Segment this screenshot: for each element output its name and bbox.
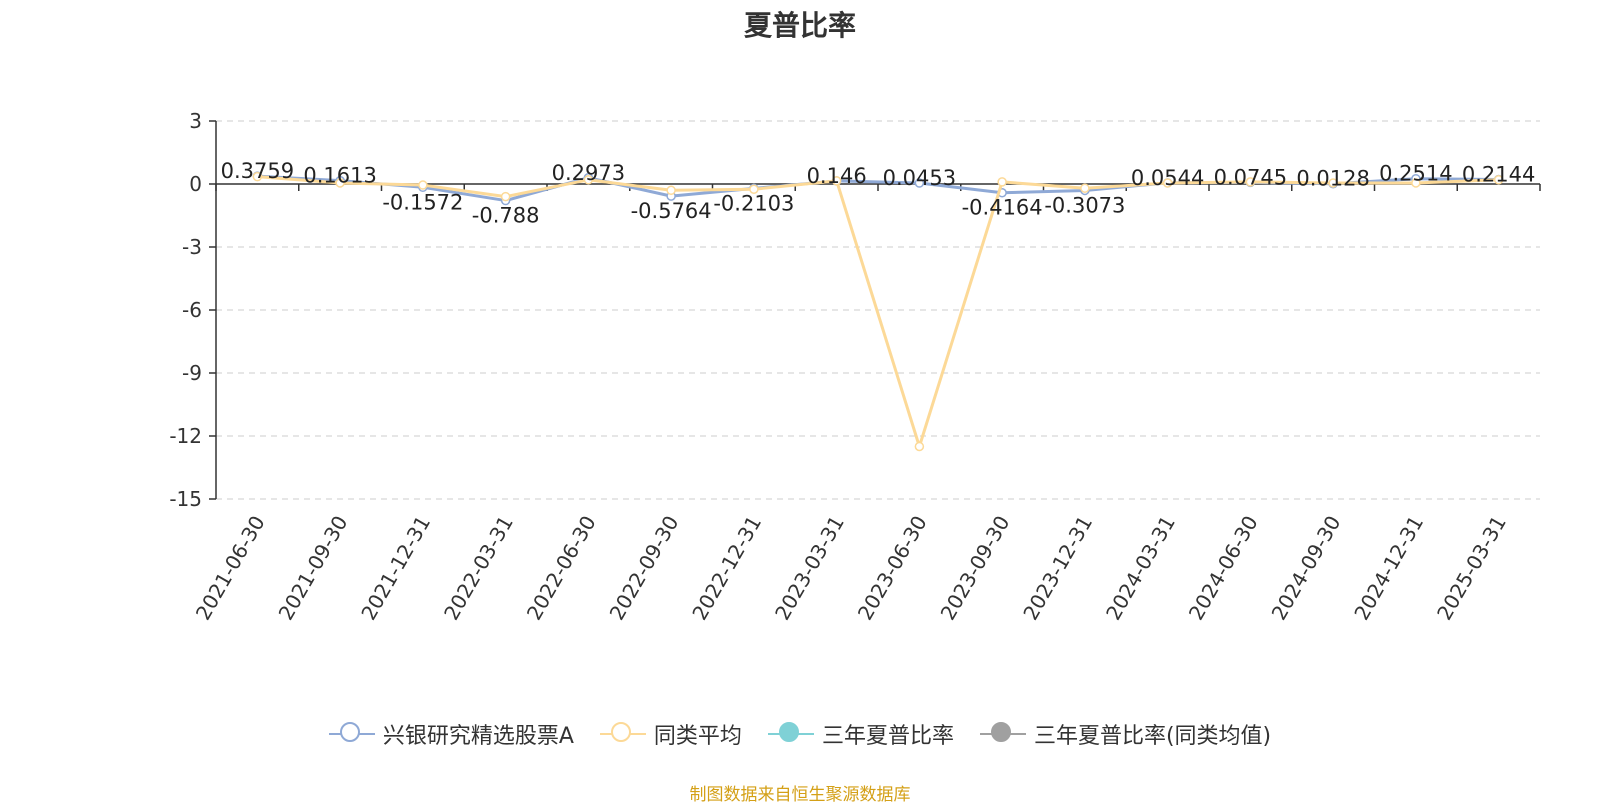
legend-item-peer-average[interactable]: 同类平均 <box>599 718 742 750</box>
x-tick-label-12: 2024-06-30 <box>1184 512 1263 625</box>
data-point-s1-11 <box>1162 178 1173 188</box>
y-tick-label-3: -6 <box>182 298 202 322</box>
data-label-3: -0.788 <box>472 204 540 228</box>
x-tick-label-2: 2021-12-31 <box>356 512 435 625</box>
y-tick-label-2: -3 <box>182 235 202 259</box>
legend-label-three-year-sharpe: 三年夏普比率 <box>821 724 954 749</box>
data-label-15: 0.2144 <box>1462 162 1535 186</box>
data-point-s1-4 <box>583 175 594 185</box>
data-point-s1-1 <box>335 178 345 188</box>
data-label-7: 0.146 <box>807 164 867 188</box>
data-label-2: -0.1572 <box>382 190 463 214</box>
x-tick-label-8: 2023-06-30 <box>853 512 932 625</box>
data-label-1: 0.1613 <box>303 164 376 188</box>
legend-swatch-three-year-sharpe-icon <box>767 721 814 747</box>
data-point-s1-5 <box>666 185 676 196</box>
data-point-s1-0 <box>252 171 263 182</box>
data-label-14: 0.2514 <box>1379 162 1452 186</box>
source-note: 制图数据来自恒生聚源数据库 <box>689 785 911 805</box>
legend-swatch-three-year-sharpe-peer-icon <box>979 721 1026 747</box>
x-tick-label-15: 2025-03-31 <box>1432 512 1511 625</box>
x-tick-label-10: 2023-12-31 <box>1018 512 1097 625</box>
data-label-0: 0.3759 <box>221 159 294 183</box>
data-label-12: 0.0745 <box>1214 165 1287 189</box>
legend-label-fund: 兴银研究精选股票A <box>382 724 574 749</box>
legend-item-three-year-sharpe-peer[interactable]: 三年夏普比率(同类均值) <box>979 718 1272 750</box>
legend-label-peer-average: 同类平均 <box>653 724 742 749</box>
data-label-8: 0.0453 <box>883 166 956 190</box>
y-tick-label-4: -9 <box>182 361 202 385</box>
data-label-9: -0.4164 <box>962 196 1043 220</box>
data-label-13: 0.0128 <box>1296 167 1369 191</box>
data-point-s0-8 <box>914 178 925 188</box>
data-point-s1-15 <box>1493 175 1504 185</box>
chart-title: 夏普比率 <box>743 9 856 42</box>
data-point-s1-3 <box>500 191 511 202</box>
x-tick-label-4: 2022-06-30 <box>522 512 601 625</box>
legend: 兴银研究精选股票A 同类平均 三年夏普比率 三年夏普比率(同类均值) <box>0 718 1600 750</box>
data-point-s1-9 <box>997 177 1007 187</box>
data-label-4: 0.2973 <box>552 161 625 185</box>
data-point-s1-12 <box>1245 177 1256 187</box>
x-tick-label-1: 2021-09-30 <box>274 512 353 625</box>
data-label-6: -0.2103 <box>713 191 794 215</box>
legend-item-three-year-sharpe[interactable]: 三年夏普比率 <box>767 718 954 750</box>
legend-item-fund[interactable]: 兴银研究精选股票A <box>328 718 574 750</box>
x-tick-label-3: 2022-03-31 <box>439 512 518 625</box>
y-tick-label-6: -15 <box>169 487 202 511</box>
data-point-s1-2 <box>418 180 428 190</box>
x-tick-label-7: 2023-03-31 <box>770 512 849 625</box>
x-tick-label-11: 2024-03-31 <box>1101 512 1180 625</box>
x-tick-label-9: 2023-09-30 <box>936 512 1015 625</box>
data-point-s1-10 <box>1080 183 1090 193</box>
y-tick-label-0: 3 <box>189 109 202 133</box>
series-line-1 <box>257 175 1499 448</box>
data-point-s1-14 <box>1411 178 1421 188</box>
data-label-5: -0.5764 <box>631 199 712 223</box>
y-tick-label-1: 0 <box>189 172 202 196</box>
legend-swatch-peer-average-icon <box>599 721 646 747</box>
data-label-11: 0.0544 <box>1131 166 1204 190</box>
legend-swatch-fund-icon <box>328 721 375 747</box>
data-label-10: -0.3073 <box>1044 193 1125 217</box>
y-tick-label-5: -12 <box>169 424 202 448</box>
data-point-s1-6 <box>749 184 759 194</box>
x-tick-label-0: 2021-06-30 <box>191 512 270 625</box>
x-tick-label-14: 2024-12-31 <box>1349 512 1428 625</box>
x-tick-label-13: 2024-09-30 <box>1267 512 1346 625</box>
x-tick-label-5: 2022-09-30 <box>605 512 684 625</box>
data-point-s1-13 <box>1328 178 1338 188</box>
data-point-s1-7 <box>831 176 842 186</box>
data-point-s1-8 <box>914 441 925 452</box>
x-tick-label-6: 2022-12-31 <box>687 512 766 625</box>
legend-label-three-year-sharpe-peer: 三年夏普比率(同类均值) <box>1033 724 1272 749</box>
